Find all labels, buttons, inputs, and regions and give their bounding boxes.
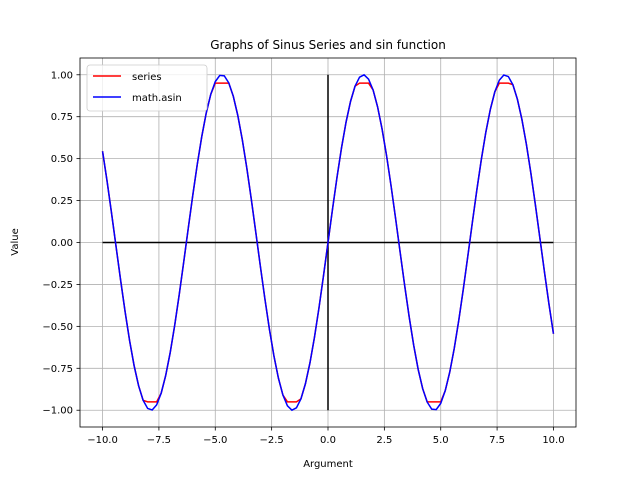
x-tick-label: −7.5 [147,435,171,446]
x-tick-label: 2.5 [376,435,392,446]
y-tick-label: −1.00 [42,406,73,417]
x-tick-label: 10.0 [542,435,564,446]
x-tick-label: 7.5 [489,435,505,446]
x-tick-label: −5.0 [203,435,227,446]
legend-label: series [132,72,162,83]
y-tick-label: 0.00 [51,238,73,249]
x-ticks: −10.0 −7.5 −5.0 −2.5 0.0 2.5 5.0 7.5 10.0 [87,427,565,446]
x-tick-label: −2.5 [259,435,283,446]
y-tick-label: −0.50 [42,322,73,333]
y-tick-label: 0.75 [51,112,73,123]
x-tick-label: −10.0 [87,435,118,446]
legend-label: math.asin [132,93,182,104]
series-lines [101,73,555,412]
series-line-math-asin [101,73,555,412]
y-tick-label: −0.75 [42,364,73,375]
x-tick-label: 5.0 [433,435,449,446]
y-tick-label: 0.50 [51,154,73,165]
y-axis-label: Value [10,228,21,255]
legend: series math.asin [86,64,208,112]
chart-title: Graphs of Sinus Series and sin function [210,38,446,52]
y-tick-label: −0.25 [42,280,73,291]
x-axis-label: Argument [303,459,353,470]
y-tick-label: 1.00 [51,70,73,81]
x-tick-label: 0.0 [320,435,336,446]
y-tick-label: 0.25 [51,196,73,207]
y-ticks: −1.00 −0.75 −0.50 −0.25 0.00 0.25 0.50 0.75 1.00 [42,70,80,417]
